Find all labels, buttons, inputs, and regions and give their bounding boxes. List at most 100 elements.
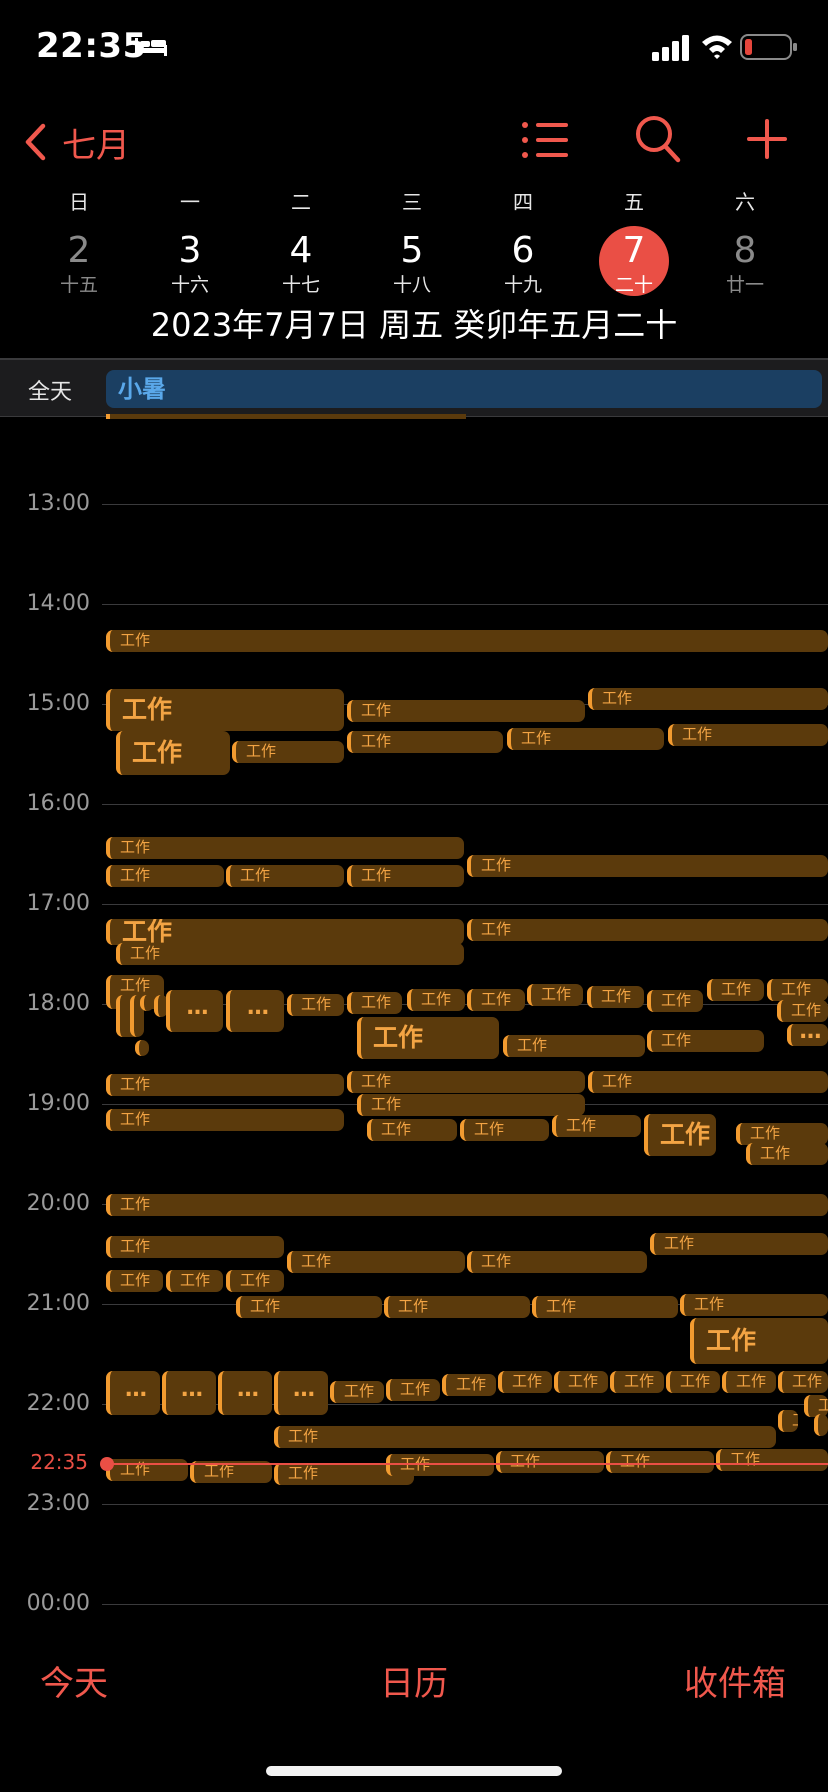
event-block[interactable]: 工作 [503,1035,645,1057]
week-day-column[interactable]: 四 6 十九 [468,186,578,296]
event-block[interactable]: 工作 [106,1270,163,1292]
event-block[interactable] [106,414,466,419]
event-block[interactable]: 工作 [767,979,828,1001]
back-to-month-button[interactable]: 七月 [24,118,130,166]
event-block[interactable]: 工作 [384,1296,530,1318]
event-block[interactable]: 工作 [498,1371,552,1393]
event-block[interactable] [154,995,168,1017]
week-day-column[interactable]: 六 8 廿一 [690,186,800,296]
event-block[interactable]: 工作 [386,1379,440,1401]
more-events-block[interactable]: … [274,1371,328,1415]
event-block[interactable]: 工作 [274,1463,414,1485]
day-timeline[interactable]: 13:00 14:00 15:00 16:00 17:00 18:00 19:00 20:00… [0,414,828,1634]
week-day-column[interactable]: 一 3 十六 [135,186,245,296]
event-block[interactable]: 工作 [690,1318,828,1364]
event-block[interactable]: 工作 [407,989,465,1011]
event-block[interactable]: 工作 [647,1030,764,1052]
search-icon[interactable] [634,114,682,164]
event-block[interactable]: 工作 [707,979,764,1001]
event-block[interactable]: 工作 [496,1451,604,1473]
event-block[interactable]: 工作 [777,1000,828,1022]
event-block[interactable] [140,995,154,1011]
event-block[interactable]: 工作 [106,1194,828,1216]
event-block[interactable]: 工作 [106,1109,344,1131]
week-day-column[interactable]: 三 5 十八 [357,186,467,296]
event-block[interactable]: 工作 [610,1371,664,1393]
day-cell[interactable]: 5 十八 [377,226,447,296]
event-block[interactable]: 工作 [647,990,703,1012]
event-block[interactable] [814,1414,828,1436]
event-block[interactable]: 工作 [588,688,828,710]
event-block[interactable]: 工作 [226,865,344,887]
event-block[interactable]: 工作 [736,1123,828,1145]
today-tab[interactable]: 今天 [40,1664,108,1704]
day-cell[interactable]: 4 十七 [266,226,336,296]
event-block[interactable]: 工作 [116,943,464,965]
week-day-column[interactable]: 五 7 二十 [579,186,689,296]
more-events-block[interactable]: … [166,990,223,1032]
event-block[interactable]: 工作 [587,986,644,1008]
more-events-block[interactable]: … [218,1371,272,1415]
event-block[interactable]: 工作 [467,919,828,941]
event-block[interactable]: 工作 [347,865,464,887]
event-block[interactable]: 工作 [106,689,344,731]
event-block[interactable]: 工作 [116,731,230,775]
event-block[interactable]: 工作 [507,728,664,750]
event-block[interactable]: 工作 [287,1251,465,1273]
event-block[interactable]: 工作 [722,1371,776,1393]
day-cell[interactable]: 2 十五 [44,226,114,296]
day-cell[interactable]: 6 十九 [488,226,558,296]
event-block[interactable]: 工作 [467,855,828,877]
event-block[interactable]: 工作 [606,1451,714,1473]
event-block[interactable]: 工作 [106,865,224,887]
event-block[interactable]: 工作 [357,1094,585,1116]
event-block[interactable]: 工作 [106,919,464,945]
event-block[interactable]: 工作 [367,1119,457,1141]
event-block[interactable]: 工作 [236,1296,382,1318]
event-block[interactable]: 工作 [650,1233,828,1255]
event-block[interactable]: 工作 [226,1270,284,1292]
event-block[interactable]: 工作 [460,1119,549,1141]
event-block[interactable]: 工作 [680,1294,828,1316]
event-block[interactable]: 工作 [386,1454,494,1476]
event-block[interactable]: 工作 [442,1374,496,1396]
event-block[interactable] [135,1040,149,1056]
event-block[interactable]: 工作 [106,630,828,652]
event-block[interactable]: 工作 [716,1449,828,1471]
week-day-column[interactable]: 二 4 十七 [246,186,356,296]
inbox-tab[interactable]: 收件箱 [684,1664,786,1704]
event-block[interactable]: 工作 [644,1114,716,1156]
event-block[interactable]: 工作 [287,994,344,1016]
more-events-block[interactable]: … [226,990,284,1032]
event-block[interactable]: 工作 [347,700,585,722]
event-block[interactable]: 工作 [106,1236,284,1258]
event-block[interactable]: 工作 [106,837,464,859]
event-block[interactable]: 工作 [746,1143,828,1165]
event-block[interactable]: 工作 [666,1371,720,1393]
more-events-block[interactable]: … [162,1371,216,1415]
event-block[interactable]: 工作 [467,989,525,1011]
event-block[interactable]: 工作 [778,1410,798,1432]
all-day-event[interactable]: 小暑 [106,370,822,408]
event-block[interactable]: 工作 [778,1371,828,1393]
event-block[interactable]: 工作 [804,1395,828,1417]
event-block[interactable]: 工作 [347,731,503,753]
more-events-block[interactable]: … [106,1371,160,1415]
event-block[interactable]: 工作 [106,1074,344,1096]
event-block[interactable]: 工作 [527,984,583,1006]
day-cell[interactable]: 3 十六 [155,226,225,296]
calendars-tab[interactable]: 日历 [380,1664,448,1704]
event-block[interactable]: 工作 [166,1270,223,1292]
event-block[interactable]: 工作 [668,724,828,746]
event-block[interactable]: 工作 [347,1071,585,1093]
event-block[interactable]: 工作 [467,1251,647,1273]
week-day-column[interactable]: 日 2 十五 [24,186,134,296]
add-event-icon[interactable] [746,118,788,160]
day-cell[interactable]: 8 廿一 [710,226,780,296]
event-block[interactable]: 工作 [554,1371,608,1393]
event-block[interactable]: 工作 [190,1461,272,1483]
selected-day[interactable]: 7 二十 [599,226,669,296]
event-block[interactable]: 工作 [347,992,402,1014]
event-block[interactable]: 工作 [532,1296,678,1318]
event-block[interactable]: 工作 [232,741,344,763]
